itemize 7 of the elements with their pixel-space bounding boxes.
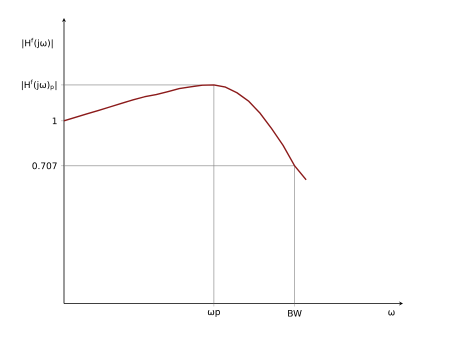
y-tick-label: 1: [52, 118, 57, 124]
y-tick-label: |H$^{f}$(jω)$_{p}$|: [22, 80, 56, 90]
x-tick-label: BW: [288, 310, 302, 317]
x-tick-label: ωp: [208, 310, 220, 317]
y-axis-title: |H$^{f}$(jω)|: [22, 38, 53, 48]
y-tick-label: 0.707: [32, 162, 57, 170]
text: ω: [388, 310, 395, 316]
